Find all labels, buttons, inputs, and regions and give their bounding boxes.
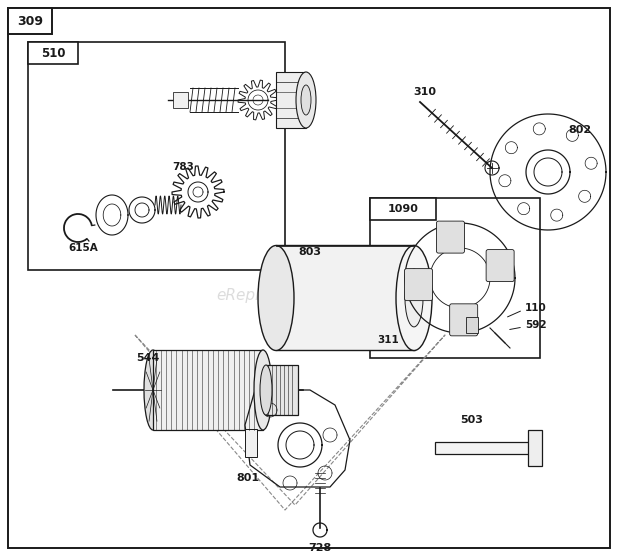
Bar — [528, 430, 542, 466]
FancyBboxPatch shape — [486, 250, 514, 282]
Text: 544: 544 — [136, 353, 160, 363]
Bar — [28, 42, 285, 270]
Text: 310: 310 — [414, 87, 436, 97]
Bar — [370, 198, 540, 358]
Bar — [245, 429, 257, 457]
Text: 510: 510 — [41, 46, 65, 59]
Text: 783: 783 — [172, 162, 194, 172]
Ellipse shape — [254, 350, 272, 430]
Text: 1090: 1090 — [388, 204, 418, 214]
Ellipse shape — [144, 350, 162, 430]
Text: 802: 802 — [568, 125, 591, 135]
Text: 615A: 615A — [68, 243, 98, 253]
Ellipse shape — [296, 72, 316, 128]
FancyBboxPatch shape — [450, 304, 477, 336]
Ellipse shape — [260, 365, 272, 415]
Ellipse shape — [405, 269, 423, 327]
Bar — [276, 72, 306, 128]
Text: 110: 110 — [525, 303, 547, 313]
Text: 311: 311 — [377, 335, 399, 345]
FancyBboxPatch shape — [404, 269, 433, 301]
Bar — [8, 8, 52, 34]
Text: 503: 503 — [461, 415, 484, 425]
Text: 801: 801 — [236, 473, 260, 483]
Bar — [276, 245, 415, 350]
Ellipse shape — [396, 245, 432, 351]
Ellipse shape — [258, 245, 294, 351]
FancyBboxPatch shape — [436, 221, 464, 253]
Bar — [266, 365, 298, 415]
Bar — [370, 198, 436, 220]
Bar — [435, 442, 530, 454]
Bar — [466, 317, 478, 333]
Text: 309: 309 — [17, 15, 43, 27]
Text: 803: 803 — [298, 247, 322, 257]
Bar — [28, 42, 78, 64]
Ellipse shape — [301, 85, 311, 115]
Text: 592: 592 — [525, 320, 547, 330]
Bar — [153, 350, 263, 430]
Text: 728: 728 — [308, 543, 332, 553]
Text: eReplacementParts.com: eReplacementParts.com — [216, 287, 404, 302]
Bar — [173, 92, 188, 108]
